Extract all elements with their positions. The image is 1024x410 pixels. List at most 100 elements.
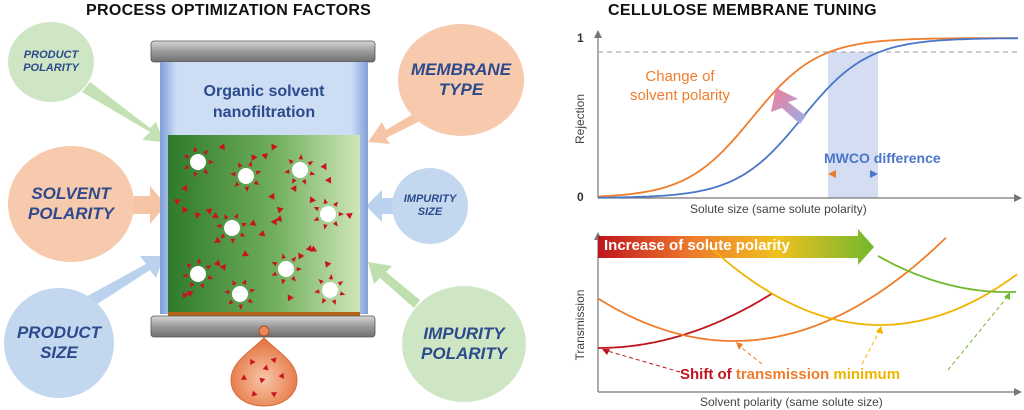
impurity-particle (276, 206, 284, 214)
solute-ray (313, 216, 320, 221)
permeate-particle (270, 357, 277, 364)
shift-pointer-green (947, 295, 1009, 371)
bottom-x-axis-arrowhead (1014, 388, 1022, 396)
impurity-size-bubble: IMPURITY SIZE (392, 168, 468, 244)
solute-ray (244, 186, 249, 192)
solute-ray (290, 276, 296, 282)
product-polarity-bubble: PRODUCT POLARITY (8, 22, 94, 102)
solute-ray (208, 159, 214, 165)
permeate-particle (250, 358, 256, 366)
shift-annotation-part3: minimum (833, 366, 901, 383)
solute-particle (190, 154, 206, 170)
solute-ray (291, 178, 297, 184)
impurity-particle (324, 260, 332, 268)
yellow-transmission-curve (704, 241, 1018, 326)
solute-ray (186, 263, 192, 269)
solute-ray (220, 233, 226, 239)
product-polarity-label: PRODUCT POLARITY (23, 49, 79, 74)
bottom-y-axis-label: Transmission (573, 289, 587, 361)
shift-pointer-orange (737, 344, 763, 365)
impurity-particle (251, 154, 258, 162)
solute-ray (183, 155, 190, 160)
solute-ray (205, 265, 212, 270)
green-transmission-curve (877, 255, 1017, 293)
impurity-particle (287, 294, 294, 302)
solute-ray (291, 256, 297, 263)
impurity-particle (271, 143, 278, 151)
solute-ray (271, 261, 278, 267)
impurity-particle (325, 176, 332, 184)
impurity-particle (345, 212, 353, 220)
solute-ray (203, 169, 208, 175)
bottom-x-axis-label: Solvent polarity (same solute size) (700, 395, 883, 409)
impurity-particle (186, 290, 194, 298)
impurity-particle (320, 163, 327, 170)
shift-annotation-part2: transmission (735, 366, 834, 383)
solute-ray (333, 201, 339, 207)
arrow-solvent-polarity (128, 186, 166, 224)
membrane-type-label: MEMBRANE TYPE (410, 60, 512, 99)
permeate-particle (259, 377, 266, 384)
solute-ray (238, 162, 243, 168)
solute-ray (337, 281, 344, 286)
red-transmission-curve (598, 292, 773, 349)
product-size-bubble: PRODUCT SIZE (4, 288, 114, 398)
solute-ray (182, 273, 188, 278)
membrane-type-bubble: MEMBRANE TYPE (398, 24, 524, 136)
solute-particle (232, 286, 248, 302)
impurity-particle (258, 229, 266, 237)
solute-ray (183, 164, 190, 169)
solute-ray (233, 213, 239, 219)
solute-ray (338, 211, 344, 217)
impurity-polarity-bubble: IMPURITY POLARITY (402, 286, 526, 402)
permeate-drop (230, 337, 298, 407)
solute-ray (242, 279, 247, 285)
solute-ray (321, 298, 327, 304)
top-x-axis-arrowhead (1014, 194, 1022, 202)
blue-rejection-curve (597, 37, 1019, 199)
impurity-particle (218, 143, 225, 151)
solute-ray (318, 278, 324, 285)
shift-pointer-green-head (1004, 292, 1010, 300)
permeate-particle (241, 374, 248, 380)
mwco-annotation: MWCO difference (824, 150, 941, 166)
reactor-membrane (168, 312, 360, 316)
top-y-tick-1: 1 (577, 31, 584, 45)
solvent-polarity-annotation: Change of solvent polarity (629, 68, 731, 104)
solute-ray (298, 154, 304, 160)
impurity-polarity-label: IMPURITY POLARITY (421, 324, 507, 363)
left-title: PROCESS OPTIMIZATION FACTORS (86, 2, 372, 19)
right-title: CELLULOSE MEMBRANE TUNING (608, 2, 877, 19)
solute-ray (224, 214, 229, 220)
solute-ray (216, 224, 222, 229)
impurity-particle (181, 184, 188, 192)
solute-ray (332, 221, 338, 227)
solute-ray (234, 181, 240, 187)
solute-ray (313, 206, 320, 212)
solute-ray (253, 180, 260, 186)
solute-ray (339, 291, 346, 296)
impurity-particle (173, 199, 181, 206)
solvent-polarity-bubble: SOLVENT POLARITY (8, 146, 134, 262)
shift-pointer-red (603, 349, 681, 373)
top-y-tick-0: 0 (577, 190, 584, 204)
solute-ray (323, 198, 328, 204)
solute-ray (193, 146, 198, 152)
solute-ray (307, 161, 314, 166)
solute-ray (255, 170, 262, 175)
solute-particle (292, 162, 308, 178)
top-y-axis-arrowhead (594, 30, 602, 38)
impurity-particle (182, 206, 189, 214)
solute-ray (239, 232, 246, 238)
shift-pointer-yellow (861, 329, 881, 365)
top-x-axis-label: Solute size (same solute polarity) (690, 202, 867, 216)
mwco-arrowhead-right (870, 170, 878, 178)
impurity-particle (182, 292, 189, 299)
outlet-nozzle (258, 325, 270, 337)
solute-ray (247, 298, 254, 304)
impurity-particle (270, 218, 277, 226)
solute-ray (296, 266, 302, 272)
permeate-particle (270, 392, 277, 398)
solute-ray (196, 258, 202, 264)
